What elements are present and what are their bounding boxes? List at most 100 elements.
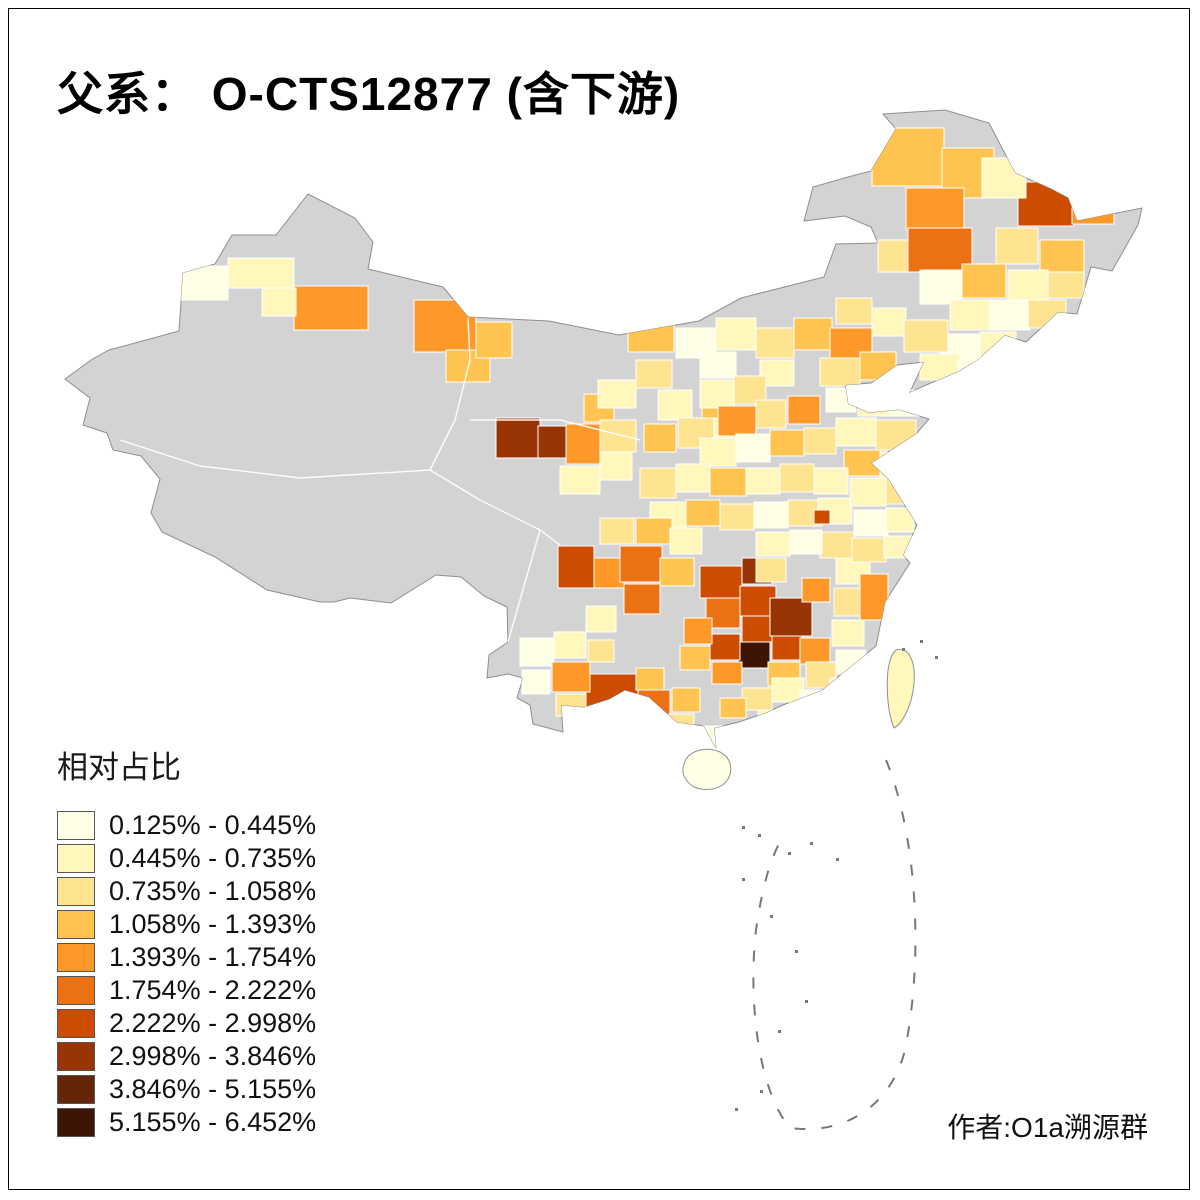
map-region-cell — [227, 257, 295, 289]
map-region-cell — [755, 531, 791, 557]
legend-swatch — [57, 1075, 95, 1104]
map-region-cell — [495, 417, 541, 459]
map-region-cell — [699, 351, 737, 379]
legend-label: 0.125% - 0.445% — [109, 810, 317, 840]
map-region-cell — [685, 499, 721, 527]
map-region-cell — [635, 667, 665, 691]
map-region-cell — [1039, 239, 1085, 273]
map-region-cell — [979, 331, 1017, 361]
map-region-cell — [883, 535, 913, 559]
map-region-cell — [737, 641, 771, 669]
province-borders — [119, 317, 641, 643]
map-region-cell — [885, 477, 917, 505]
map-region-cell — [603, 707, 637, 731]
map-region-cell — [835, 649, 867, 675]
legend-swatch — [57, 1042, 95, 1071]
legend-label: 2.222% - 2.998% — [109, 1008, 317, 1038]
legend-item: 2.222% - 2.998% — [57, 1007, 316, 1040]
map-region-cell — [755, 399, 787, 429]
map-region-cell — [619, 545, 663, 583]
legend-label: 0.735% - 1.058% — [109, 876, 317, 906]
map-region-cell — [835, 417, 877, 447]
legend-swatch — [57, 943, 95, 972]
map-region-cell — [961, 263, 1007, 299]
map-region-cell — [903, 319, 949, 353]
map-region-cell — [877, 239, 909, 273]
map-region-cell — [889, 389, 921, 417]
page-title: 父系： O-CTS12877 (含下游) — [57, 68, 681, 120]
map-region-cell — [593, 557, 625, 589]
map-region-cell — [521, 669, 551, 695]
map-region-cell — [801, 577, 831, 603]
map-region-cell — [799, 637, 831, 665]
map-region-cell — [799, 689, 831, 713]
map-region-cell — [871, 307, 907, 337]
map-region-cell — [587, 639, 615, 663]
legend-label: 3.846% - 5.155% — [109, 1074, 317, 1104]
legend-item: 1.058% - 1.393% — [57, 908, 316, 941]
legend-item: 5.155% - 6.452% — [57, 1106, 316, 1139]
map-region-cell — [745, 467, 781, 495]
map-region-cell — [885, 507, 915, 533]
legend-swatch — [57, 877, 95, 906]
legend-label: 5.155% - 6.452% — [109, 1107, 317, 1137]
map-region-cell — [789, 529, 823, 555]
map-region-cell — [813, 509, 831, 525]
map-region-cell — [585, 673, 639, 709]
legend-item: 3.846% - 5.155% — [57, 1073, 316, 1106]
map-region-cell — [709, 633, 741, 661]
map-region-cell — [825, 387, 857, 413]
map-region-cell — [293, 285, 369, 331]
map-region-cell — [831, 619, 865, 647]
map-region-cell — [683, 617, 713, 645]
map-region-cell — [671, 687, 701, 713]
map-region-cell — [989, 299, 1031, 331]
map-region-cell — [1027, 299, 1067, 329]
legend-label: 1.058% - 1.393% — [109, 909, 317, 939]
map-region-cell — [771, 677, 805, 703]
islet-specks — [735, 640, 938, 1111]
map-region-cell — [537, 425, 569, 459]
map-region-cell — [699, 565, 743, 599]
map-region-cell — [585, 605, 617, 633]
map-region-cell — [957, 359, 993, 385]
map-region-cell — [597, 379, 637, 409]
map-region-cell — [719, 503, 755, 531]
map-region-cell — [679, 645, 711, 671]
map-region-cell — [871, 127, 945, 187]
map-region-cell — [813, 467, 849, 495]
map-region-cell — [553, 631, 587, 659]
map-region-cell — [995, 227, 1039, 265]
map-region-cell — [261, 287, 297, 317]
legend-item: 1.754% - 2.222% — [57, 974, 316, 1007]
map-region-cell — [787, 395, 821, 425]
map-region-cell — [627, 315, 675, 353]
map-region-cell — [843, 449, 881, 477]
map-region-cell — [557, 545, 595, 589]
legend-swatch — [57, 1108, 95, 1137]
map-region-cell — [1047, 271, 1085, 299]
map-region-cell — [879, 451, 917, 481]
map-region-cell — [853, 509, 889, 537]
legend-label: 1.754% - 2.222% — [109, 975, 317, 1005]
sea-boundary-dash-line — [752, 759, 917, 1131]
map-region-cell — [733, 375, 767, 405]
map-region-cell — [819, 357, 861, 387]
map-region-cell — [637, 689, 671, 725]
legend-swatch — [57, 811, 95, 840]
map-region-cell — [755, 327, 795, 359]
map-region-cell — [559, 465, 601, 495]
map-region-cell — [717, 405, 757, 437]
legend-item: 2.998% - 3.846% — [57, 1040, 316, 1073]
taiwan-island — [886, 648, 915, 729]
map-region-cell — [835, 297, 873, 325]
map-region-cell — [623, 583, 661, 615]
map-region-cell — [599, 419, 637, 453]
legend-item: 1.393% - 1.754% — [57, 941, 316, 974]
legend-swatch — [57, 844, 95, 873]
map-region-cell — [413, 299, 477, 353]
legend-swatch — [57, 976, 95, 1005]
map-region-cell — [769, 597, 813, 637]
legend-label: 2.998% - 3.846% — [109, 1041, 317, 1071]
map-region-cell — [635, 517, 673, 545]
